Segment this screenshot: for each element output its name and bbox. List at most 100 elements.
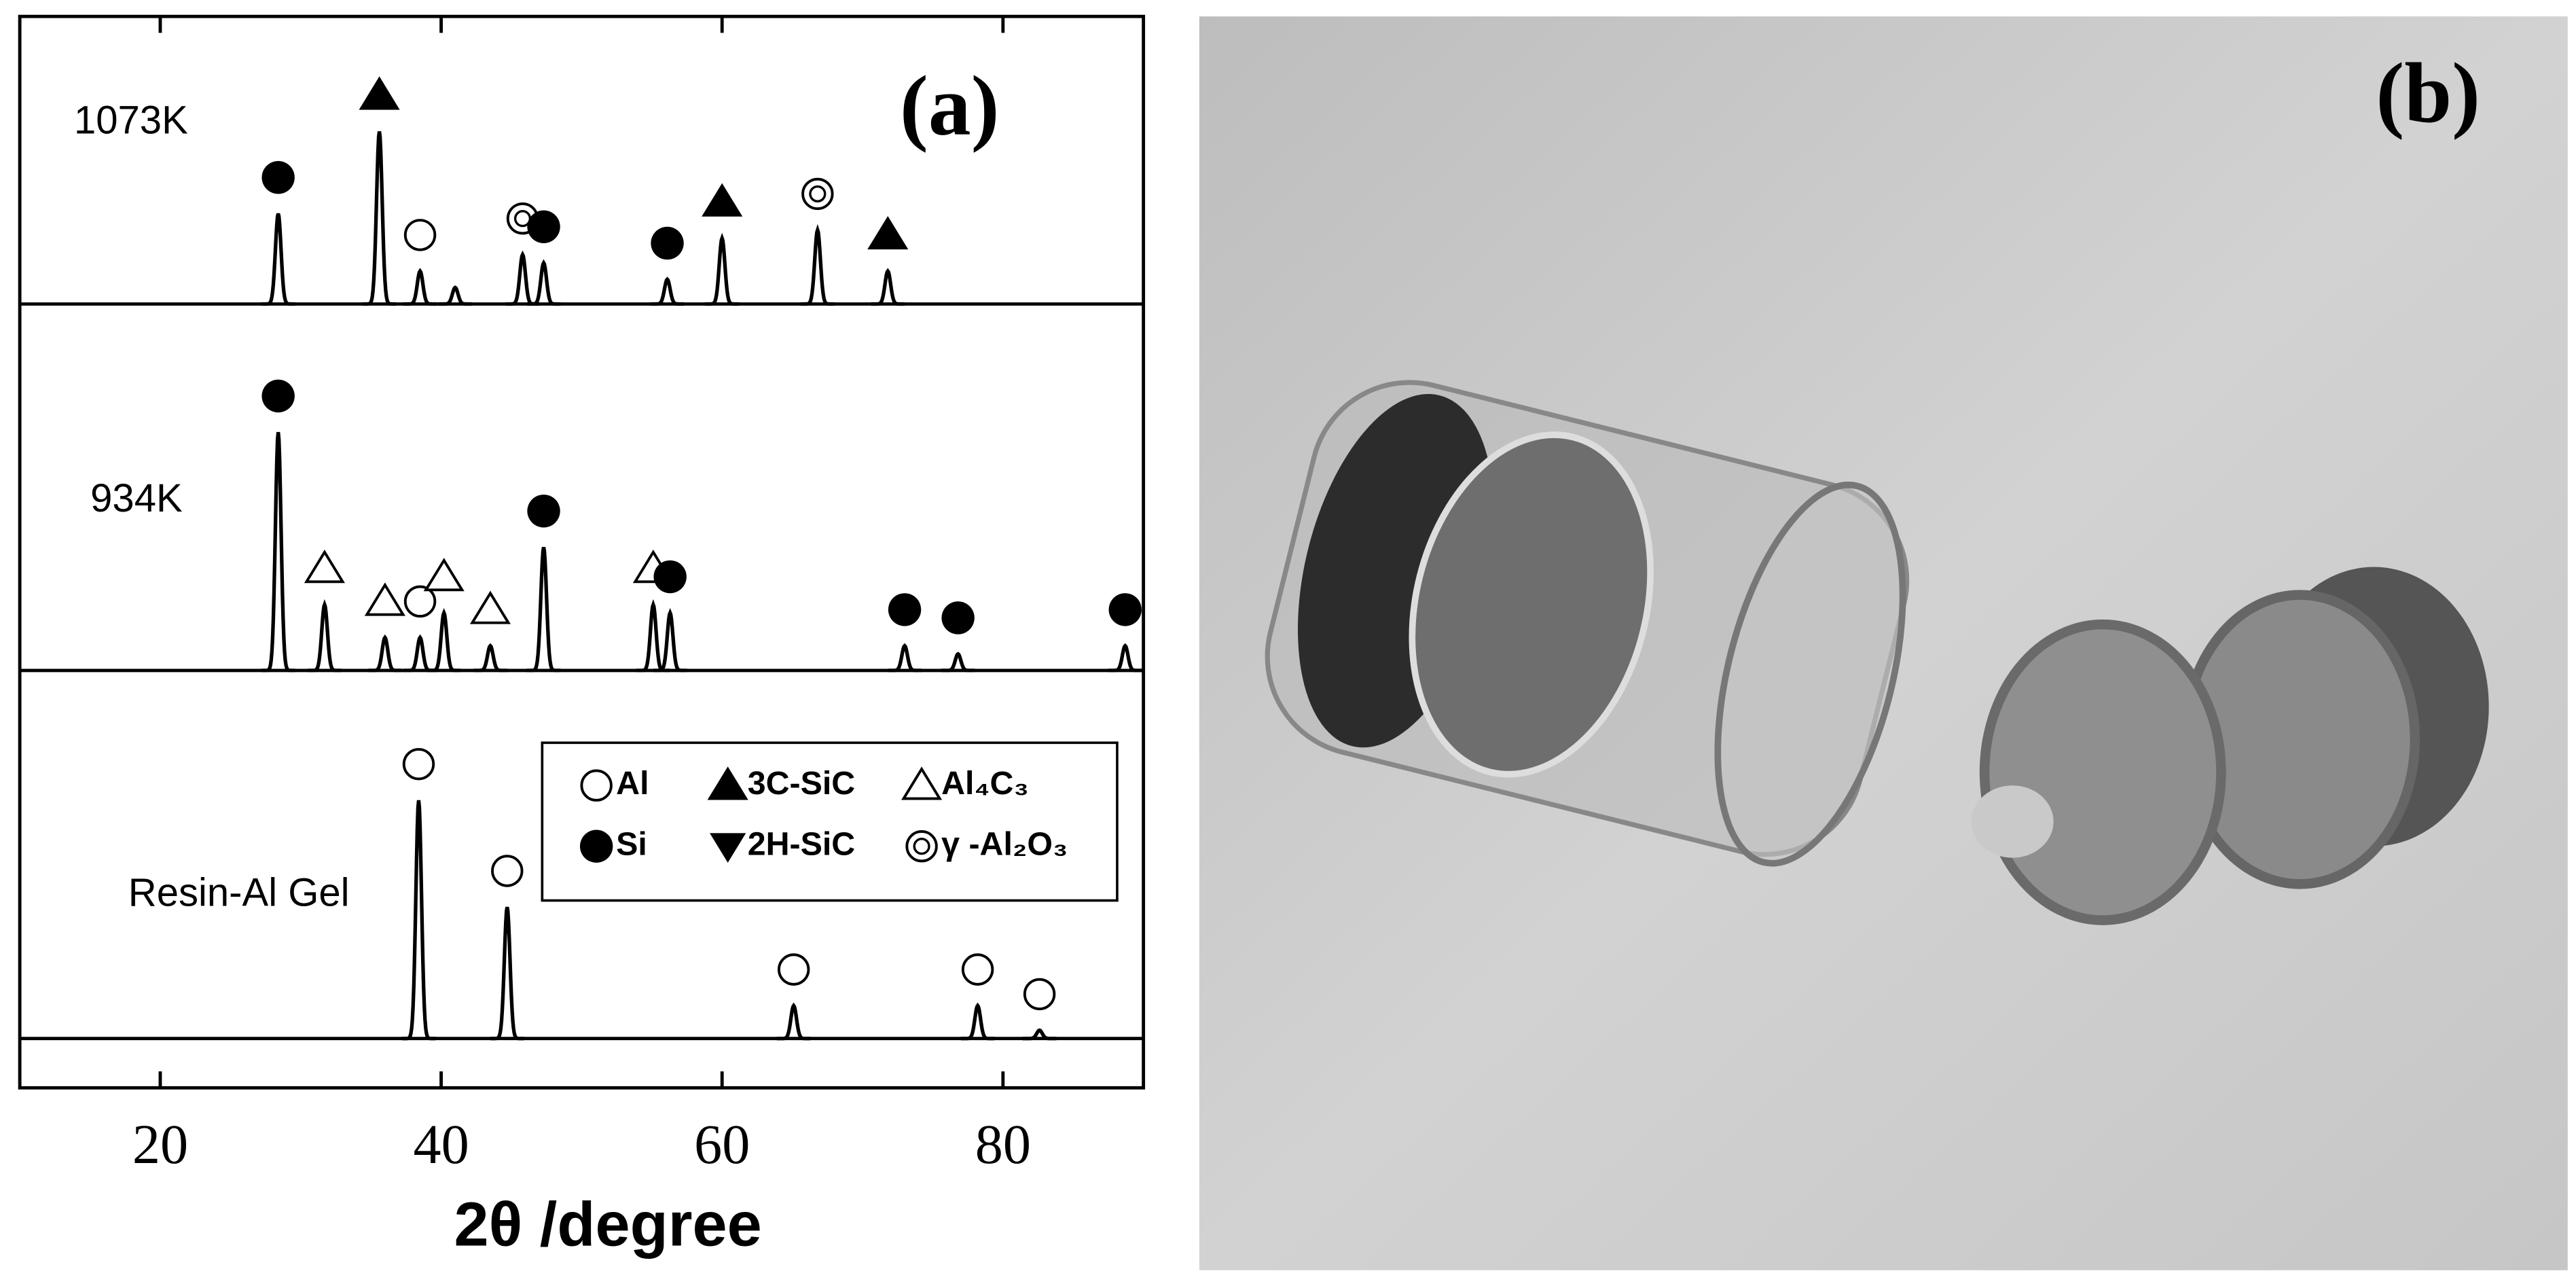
symbol-shape [913,838,930,855]
symbol-shape [423,558,465,592]
legend-label: Si [616,825,647,862]
peak [801,224,835,306]
symbol [261,161,295,194]
peak [362,131,397,306]
symbol [359,76,400,110]
symbol-shape [304,550,345,584]
peak [776,1002,811,1041]
symbol [941,601,975,635]
symbol-shape [867,215,909,250]
symbol [403,219,437,251]
peak [427,608,461,673]
symbol [905,830,938,863]
symbol [651,226,684,260]
symbol-shape [809,185,827,203]
x-tick-label: 20 [132,1113,188,1175]
peak [308,599,342,673]
symbol [702,183,743,217]
symbol [402,748,435,781]
symbol-shape [905,830,938,863]
symbol-shape [469,590,511,624]
symbol [653,560,687,594]
symbol-shape [580,769,613,802]
peak [526,546,561,673]
symbol [961,953,994,986]
x-tick-label: 60 [694,1113,750,1175]
symbol-shape [777,953,810,986]
symbol [469,590,511,624]
peak [505,250,540,306]
symbol-shape [359,76,400,110]
peak [636,599,670,673]
symbol-shape [402,748,435,781]
plot-frame [18,14,1146,1090]
symbol [710,833,746,863]
peak [1022,1028,1057,1041]
symbol-shape [901,766,943,800]
photo: (b) [1199,16,2568,1270]
peak [403,268,437,306]
peak [490,906,524,1041]
legend-label: 3C-SiC [748,765,856,802]
legend-box [541,741,1119,902]
peak [705,232,740,306]
legend-label: Al [616,765,649,802]
symbol-shape [1023,978,1056,1011]
symbol-shape [651,226,684,260]
peak [526,259,561,306]
symbol [1023,978,1056,1011]
symbol-shape [941,601,975,635]
peak [941,651,975,673]
symbol-shape [491,855,524,887]
symbol-shape [888,593,922,626]
symbol-shape [707,766,748,800]
symbol-shape [653,560,687,594]
plot-area: 20 40 60 80 1073K 934K Resin-Al Gel [20,16,1144,1175]
symbol-shape [403,219,437,251]
symbol [579,829,613,863]
peak [1108,643,1142,673]
symbol [423,558,465,592]
symbol-shape [801,177,834,211]
symbol [901,766,943,800]
series-label: Resin-Al Gel [128,871,350,915]
peak [401,800,436,1041]
x-tick-label: 80 [975,1113,1031,1175]
peak [871,268,905,306]
x-tick-label: 40 [413,1113,469,1175]
symbol-shape [364,582,405,616]
legend-label: γ -Al₂O₃ [941,825,1068,862]
symbol [527,495,560,528]
peak [261,431,295,673]
symbol [1108,593,1142,626]
peak [960,1002,995,1041]
symbol [801,177,834,211]
legend: Al 3C-SiC Al₄C₃ Si 2H-SiC γ -Al₂O₃ [579,765,1068,863]
legend-label: Al₄C₃ [941,765,1029,802]
disc-notch [1971,785,2054,858]
symbol-shape [961,953,994,986]
symbol [403,585,437,618]
peak [650,276,685,306]
symbol [777,953,810,986]
peak [403,634,437,673]
symbol [364,582,405,616]
symbol [867,215,909,250]
peak [368,634,402,673]
series-label: 1073K [74,99,188,143]
series-label: 934K [90,476,183,520]
symbol-shape [710,833,746,863]
peak [473,643,507,673]
legend-label: 2H-SiC [748,825,856,862]
peak [261,213,295,306]
x-axis-label: 2θ /degree [454,1190,761,1260]
symbol [491,855,524,887]
symbol [888,593,922,626]
symbol-shape [527,210,560,243]
symbol-shape [702,183,743,217]
symbol-shape [261,379,295,413]
symbol-shape [403,585,437,618]
symbol [261,379,295,413]
symbol-shape [527,495,560,528]
